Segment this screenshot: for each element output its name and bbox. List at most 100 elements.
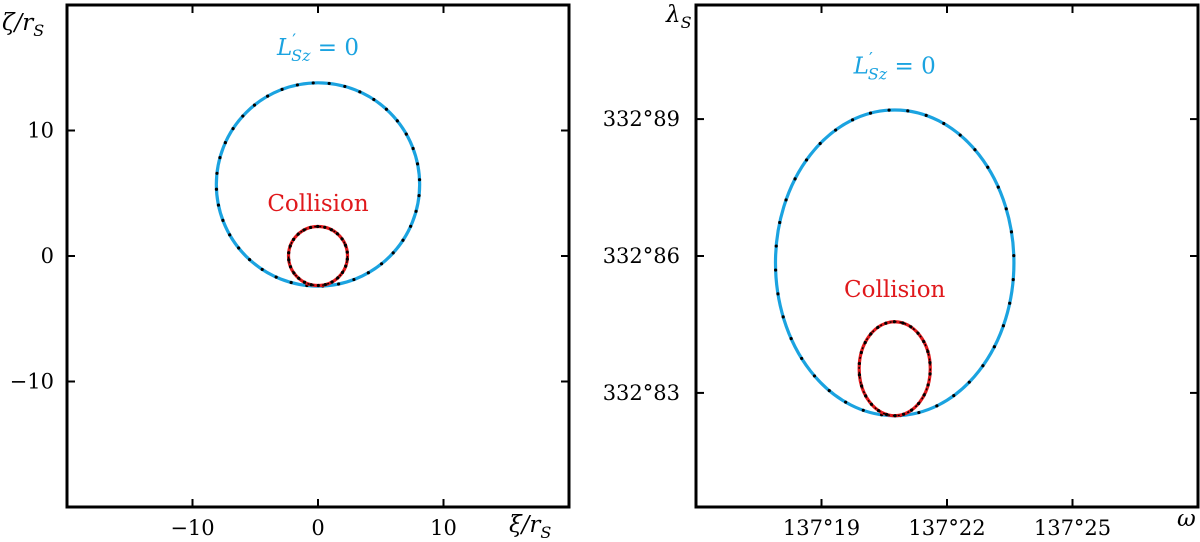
curve-marker xyxy=(901,321,905,325)
curve-marker xyxy=(266,94,270,98)
y-axis-label: ζ/rS xyxy=(2,10,44,40)
curve-marker xyxy=(237,246,241,250)
curve-marker xyxy=(834,128,838,132)
y-axis-label: λS xyxy=(665,2,692,32)
curve-marker xyxy=(893,414,897,418)
curve-marker xyxy=(774,244,778,248)
tick-labels: −10 0 10 10 0 −10 xyxy=(10,119,457,541)
x-tick-label: 137°25 xyxy=(1034,516,1111,540)
curve-marker xyxy=(887,108,891,112)
curve-marker xyxy=(391,251,395,255)
curve-marker xyxy=(778,220,782,225)
curve-marker xyxy=(924,113,928,117)
curve-marker xyxy=(218,156,222,160)
curve-marker xyxy=(781,315,785,319)
x-axis-label: ξ/rS xyxy=(509,512,551,542)
plot-frame xyxy=(65,3,571,509)
curve-marker xyxy=(372,97,376,102)
curve-marker xyxy=(906,109,910,113)
curve-marker xyxy=(289,280,293,285)
curve-marker xyxy=(366,271,370,275)
curve-marker xyxy=(986,165,990,169)
curve-marker xyxy=(857,373,862,377)
x-tick-label: 137°19 xyxy=(783,516,860,540)
curve-marker xyxy=(973,148,977,152)
curve-marker xyxy=(1008,301,1012,305)
y-tick-label: 10 xyxy=(27,119,54,143)
curve-marker xyxy=(345,257,349,261)
curve-marker xyxy=(868,111,873,115)
curve-marker xyxy=(935,404,939,408)
curve-marker xyxy=(417,194,421,198)
collision-overlay xyxy=(858,321,931,417)
curve-marker xyxy=(1011,278,1015,282)
curve-marker xyxy=(892,320,896,324)
curve-marker xyxy=(827,389,831,393)
curve-marker xyxy=(228,233,232,237)
curve-marker xyxy=(884,412,889,417)
curve-marker xyxy=(414,209,418,213)
curve-marker xyxy=(812,374,817,378)
curve-marker xyxy=(323,282,327,287)
curve-marker xyxy=(793,177,797,181)
annotation-collision: Collision xyxy=(844,277,946,303)
y-tick-label: 0 xyxy=(41,244,54,268)
curve-marker xyxy=(231,127,235,131)
y-tick-label: 332°83 xyxy=(603,381,680,405)
curve-marker xyxy=(404,132,408,136)
curve-marker xyxy=(287,258,291,262)
curve-marker xyxy=(850,118,855,122)
curve-marker xyxy=(411,146,415,151)
curve-marker xyxy=(1004,207,1008,211)
curve-marker xyxy=(214,187,219,191)
curve-marker xyxy=(967,380,971,384)
curve-marker xyxy=(992,345,996,349)
curve-marker xyxy=(216,203,221,207)
curve-marker xyxy=(221,218,225,222)
curve-marker xyxy=(958,133,962,137)
curve-marker xyxy=(804,158,809,162)
y-tick-label: 332°86 xyxy=(603,244,680,268)
curve-marker xyxy=(311,81,315,85)
curve-marker xyxy=(800,356,804,361)
y-tick-label: 332°89 xyxy=(603,107,680,131)
curve-marker xyxy=(260,267,264,272)
tick-marks xyxy=(696,5,1198,507)
curve-marker xyxy=(818,141,822,146)
curve-marker xyxy=(215,171,219,175)
curve-marker xyxy=(352,277,356,282)
curve-marker xyxy=(928,360,932,365)
curve-marker xyxy=(1001,324,1005,328)
curve-marker xyxy=(395,119,399,123)
curve-marker xyxy=(316,224,320,229)
curve-marker xyxy=(942,121,946,126)
left-panel: −10 0 10 10 0 −10 Collision L′ Sz = 0 ξ/rS ζ/r… xyxy=(2,3,571,542)
curve-marker xyxy=(776,292,780,296)
curve-marker xyxy=(415,162,420,166)
curve-marker xyxy=(295,83,299,87)
curve-marker xyxy=(417,178,422,182)
curves xyxy=(214,81,422,288)
curve-marker xyxy=(981,364,985,368)
curve-marker xyxy=(247,258,252,262)
annotation-ls: L′ Sz = 0 xyxy=(276,31,359,65)
curve-marker xyxy=(784,198,788,202)
curve-marker xyxy=(917,410,921,415)
collision-overlay xyxy=(287,225,349,287)
curve-marker xyxy=(861,408,865,412)
curve-marker xyxy=(358,90,362,94)
curve-marker xyxy=(327,81,331,86)
tick-labels: 137°19 137°22 137°25 332°89 332°86 332°83 xyxy=(603,107,1111,540)
curve-marker xyxy=(223,141,227,145)
ls-zero-curve xyxy=(214,81,422,288)
curve-marker xyxy=(241,114,245,118)
tick-marks xyxy=(67,5,569,507)
curve-marker xyxy=(774,268,778,272)
x-tick-label: −10 xyxy=(170,516,214,540)
curve-marker xyxy=(952,394,956,398)
ls-zero-curve xyxy=(773,108,1016,418)
curve-marker xyxy=(409,224,413,228)
x-tick-label: 10 xyxy=(430,516,457,540)
curve-marker xyxy=(384,107,389,111)
